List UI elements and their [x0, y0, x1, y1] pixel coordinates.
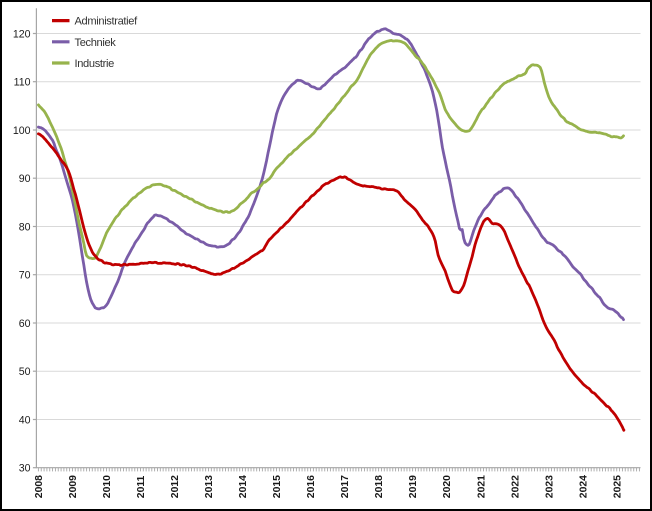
svg-text:2015: 2015 — [272, 475, 283, 498]
svg-text:2016: 2016 — [306, 475, 317, 498]
svg-text:90: 90 — [19, 173, 31, 185]
svg-text:70: 70 — [19, 270, 31, 282]
svg-text:Administratief: Administratief — [75, 16, 139, 28]
svg-text:2010: 2010 — [102, 475, 113, 498]
svg-text:2025: 2025 — [612, 475, 623, 498]
svg-text:2018: 2018 — [374, 475, 385, 498]
svg-text:2012: 2012 — [170, 475, 181, 498]
svg-text:2008: 2008 — [34, 475, 45, 498]
svg-text:60: 60 — [19, 318, 31, 330]
svg-text:40: 40 — [19, 415, 31, 427]
svg-text:2024: 2024 — [578, 475, 589, 498]
svg-text:2020: 2020 — [442, 475, 453, 498]
svg-text:2023: 2023 — [544, 475, 555, 498]
svg-text:2014: 2014 — [238, 475, 249, 498]
svg-text:2013: 2013 — [204, 475, 215, 498]
svg-text:2009: 2009 — [68, 475, 79, 498]
svg-text:Industrie: Industrie — [75, 58, 115, 70]
svg-text:100: 100 — [13, 125, 31, 137]
svg-text:2022: 2022 — [510, 475, 521, 498]
svg-text:50: 50 — [19, 366, 31, 378]
svg-text:80: 80 — [19, 222, 31, 234]
svg-text:110: 110 — [14, 77, 31, 89]
svg-text:2019: 2019 — [408, 475, 419, 498]
svg-text:120: 120 — [13, 29, 31, 41]
svg-text:2011: 2011 — [136, 475, 147, 498]
svg-text:2021: 2021 — [476, 475, 487, 498]
svg-text:2017: 2017 — [340, 475, 351, 498]
svg-text:Techniek: Techniek — [75, 37, 117, 49]
svg-text:30: 30 — [19, 463, 31, 475]
